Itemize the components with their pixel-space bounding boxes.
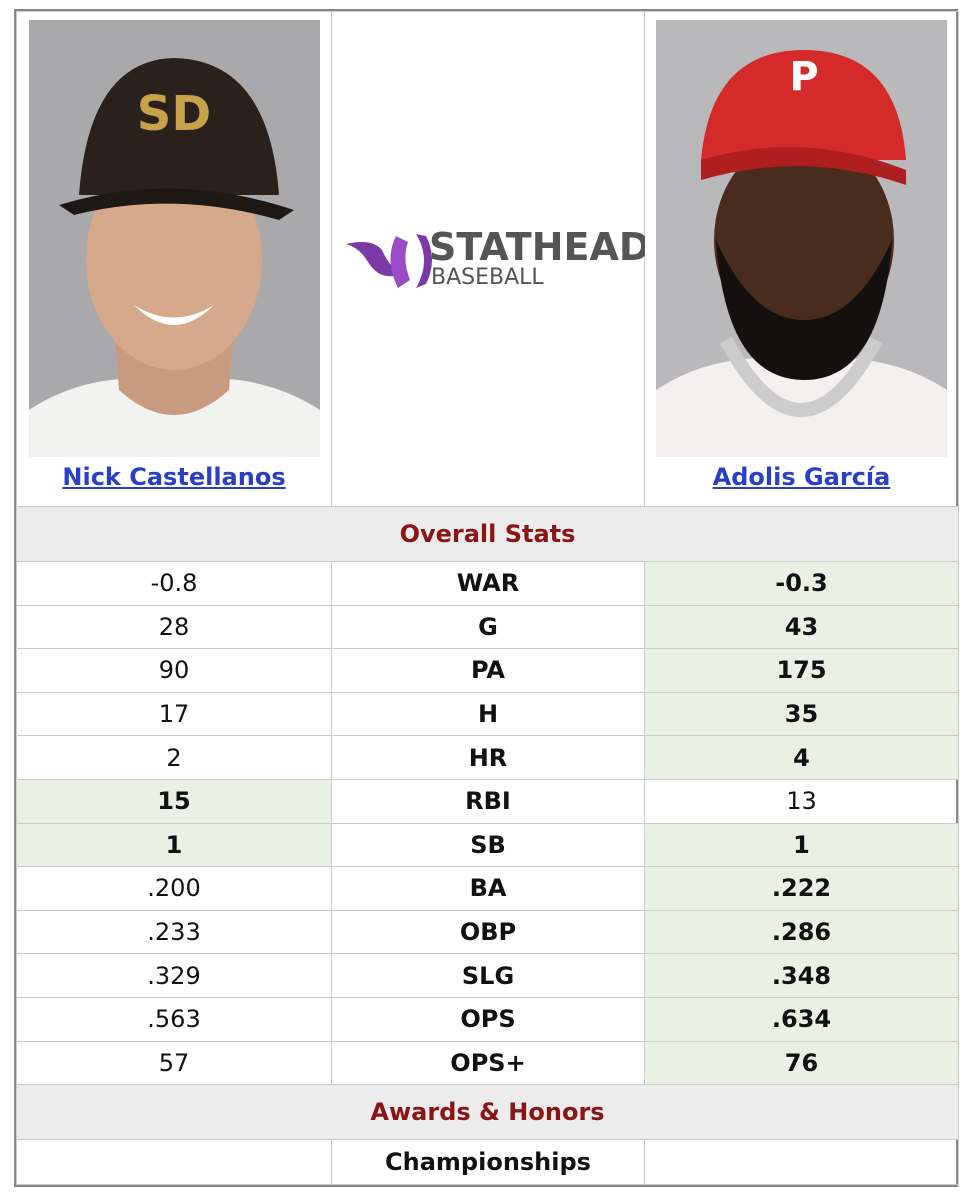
stat-label: PA — [331, 648, 645, 693]
right-value: 1 — [644, 822, 959, 868]
right-value: 13 — [644, 778, 959, 824]
right-value: 76 — [644, 1040, 959, 1086]
award-row: Championships — [16, 1139, 959, 1186]
stat-label: SLG — [331, 953, 645, 998]
logo-title: STATHEAD — [429, 225, 645, 269]
stat-row: .233 OBP .286 — [16, 909, 959, 955]
right-value: -0.3 — [644, 561, 959, 606]
player-photo: SD — [28, 20, 320, 457]
stat-label: HR — [331, 735, 645, 780]
stat-row: 28 G 43 — [16, 604, 959, 650]
left-value: 17 — [16, 691, 332, 737]
section-row: Awards & Honors — [16, 1084, 959, 1141]
stat-label: G — [331, 604, 645, 650]
right-value: .634 — [644, 996, 959, 1042]
player-link[interactable]: Adolis García — [712, 463, 891, 491]
left-value: 1 — [16, 822, 332, 868]
player-cell: SD Nick Castellanos — [16, 11, 332, 507]
stat-label: SB — [331, 822, 645, 868]
stat-row: 57 OPS+ 76 — [16, 1040, 959, 1086]
stat-row: 17 H 35 — [16, 691, 959, 737]
stat-label: OPS — [331, 996, 645, 1042]
section-row: Overall Stats — [16, 506, 959, 562]
right-value: .348 — [644, 953, 959, 998]
logo-cell: STATHEAD BASEBALL — [331, 11, 650, 507]
left-value: 2 — [16, 735, 332, 780]
player-photo: P — [656, 20, 947, 457]
player-cell: P Adolis García — [644, 11, 959, 507]
table-body: SD Nick Castellanos STATHEAD BASEBALL P … — [16, 11, 959, 1186]
award-right — [644, 1139, 959, 1186]
header-row: SD Nick Castellanos STATHEAD BASEBALL P … — [16, 11, 959, 507]
stat-row: -0.8 WAR -0.3 — [16, 561, 959, 606]
right-value: 35 — [644, 691, 959, 737]
award-left — [16, 1139, 332, 1186]
left-value: 28 — [16, 604, 332, 650]
stat-row: 2 HR 4 — [16, 735, 959, 780]
stat-row: .329 SLG .348 — [16, 953, 959, 998]
stat-row: .200 BA .222 — [16, 866, 959, 911]
stat-label: OPS+ — [331, 1040, 645, 1086]
left-value: .200 — [16, 866, 332, 911]
left-value: 90 — [16, 648, 332, 693]
stat-label: OBP — [331, 909, 645, 955]
right-value: 175 — [644, 648, 959, 693]
stat-row: 15 RBI 13 — [16, 778, 959, 824]
svg-text:SD: SD — [136, 86, 210, 142]
logo-subtitle: BASEBALL — [431, 265, 544, 290]
stat-row: 1 SB 1 — [16, 822, 959, 868]
right-value: 43 — [644, 604, 959, 650]
stat-row: .563 OPS .634 — [16, 996, 959, 1042]
award-label: Championships — [331, 1139, 645, 1186]
logo: STATHEAD BASEBALL — [346, 225, 650, 290]
left-value: .329 — [16, 953, 332, 998]
left-value: .233 — [16, 909, 332, 955]
stat-row: 90 PA 175 — [16, 648, 959, 693]
stat-label: WAR — [331, 561, 645, 606]
right-value: .222 — [644, 866, 959, 911]
left-value: -0.8 — [16, 561, 332, 606]
stat-label: H — [331, 691, 645, 737]
section-title: Awards & Honors — [16, 1084, 959, 1141]
svg-text:P: P — [789, 54, 818, 100]
comparison-table: SD Nick Castellanos STATHEAD BASEBALL P … — [14, 9, 959, 1188]
left-value: .563 — [16, 996, 332, 1042]
section-title: Overall Stats — [16, 506, 959, 562]
player-link[interactable]: Nick Castellanos — [62, 463, 286, 491]
stat-label: RBI — [331, 778, 645, 824]
left-value: 15 — [16, 778, 332, 824]
right-value: 4 — [644, 735, 959, 780]
left-value: 57 — [16, 1040, 332, 1086]
right-value: .286 — [644, 909, 959, 955]
stat-label: BA — [331, 866, 645, 911]
table: SD Nick Castellanos STATHEAD BASEBALL P … — [16, 11, 959, 1186]
